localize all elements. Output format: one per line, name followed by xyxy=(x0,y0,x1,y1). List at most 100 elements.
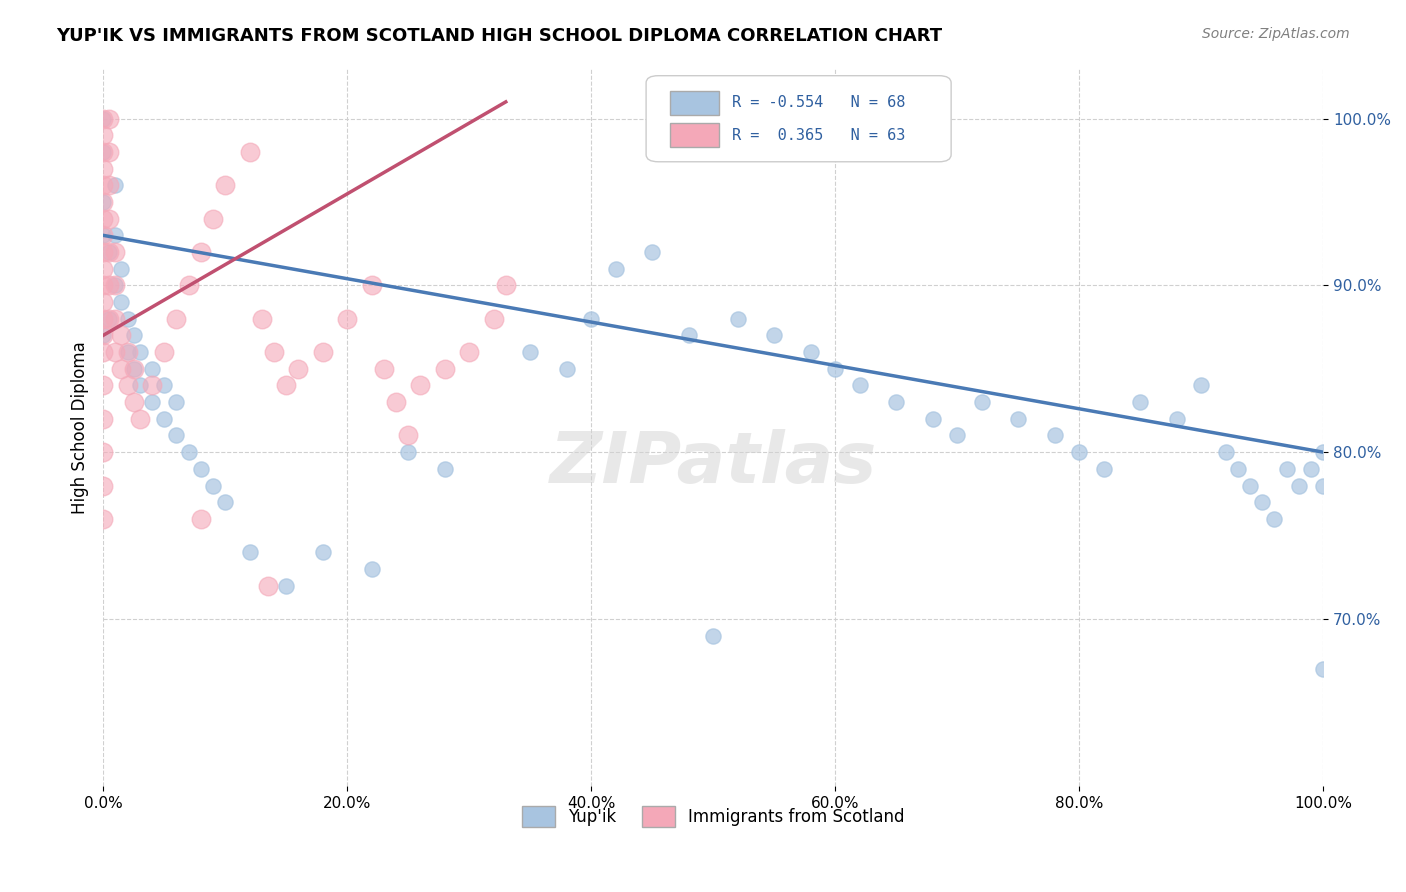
Point xyxy=(153,412,176,426)
Point xyxy=(287,361,309,376)
Point xyxy=(214,178,236,193)
Point xyxy=(396,428,419,442)
Point xyxy=(110,295,132,310)
Point xyxy=(336,311,359,326)
Point xyxy=(433,462,456,476)
Point xyxy=(1288,478,1310,492)
Point xyxy=(91,145,114,159)
Point xyxy=(122,328,145,343)
Point xyxy=(263,345,285,359)
Point xyxy=(91,245,114,260)
Point xyxy=(257,579,280,593)
Point xyxy=(1226,462,1249,476)
Point xyxy=(641,245,664,260)
Point xyxy=(165,428,187,442)
Point xyxy=(117,311,139,326)
Point xyxy=(104,278,127,293)
Point xyxy=(91,145,114,159)
Point xyxy=(458,345,481,359)
Point xyxy=(165,395,187,409)
Point xyxy=(122,361,145,376)
Point xyxy=(433,361,456,376)
Point xyxy=(91,178,114,193)
Point xyxy=(238,545,260,559)
Point xyxy=(1129,395,1152,409)
Point xyxy=(91,261,114,276)
Point xyxy=(91,445,114,459)
Point xyxy=(190,462,212,476)
Point xyxy=(702,629,724,643)
Point xyxy=(495,278,517,293)
Point xyxy=(110,261,132,276)
Point xyxy=(141,361,163,376)
Point xyxy=(848,378,870,392)
Point xyxy=(276,579,298,593)
Point xyxy=(579,311,602,326)
Point xyxy=(190,512,212,526)
Point xyxy=(396,445,419,459)
Point xyxy=(1263,512,1285,526)
Point xyxy=(312,545,335,559)
Point xyxy=(763,328,786,343)
Point xyxy=(482,311,505,326)
Point xyxy=(312,345,335,359)
Point xyxy=(91,378,114,392)
Point xyxy=(1166,412,1188,426)
Point xyxy=(122,395,145,409)
Point xyxy=(1092,462,1115,476)
Point xyxy=(1239,478,1261,492)
Point xyxy=(1312,478,1334,492)
Point xyxy=(519,345,541,359)
Point xyxy=(276,378,298,392)
Point xyxy=(238,145,260,159)
FancyBboxPatch shape xyxy=(671,123,720,147)
Text: Source: ZipAtlas.com: Source: ZipAtlas.com xyxy=(1202,27,1350,41)
Point xyxy=(98,245,121,260)
Point xyxy=(91,311,114,326)
Point xyxy=(128,345,150,359)
Point xyxy=(1215,445,1237,459)
Point xyxy=(1312,662,1334,676)
Point xyxy=(98,178,121,193)
Point xyxy=(214,495,236,509)
Text: R = -0.554   N = 68: R = -0.554 N = 68 xyxy=(731,95,905,111)
Point xyxy=(91,228,114,243)
Point xyxy=(177,278,200,293)
Point xyxy=(190,245,212,260)
Point xyxy=(91,128,114,143)
Point xyxy=(177,445,200,459)
Point xyxy=(800,345,823,359)
Point xyxy=(117,378,139,392)
Point xyxy=(153,345,176,359)
Text: YUP'IK VS IMMIGRANTS FROM SCOTLAND HIGH SCHOOL DIPLOMA CORRELATION CHART: YUP'IK VS IMMIGRANTS FROM SCOTLAND HIGH … xyxy=(56,27,942,45)
Point xyxy=(201,211,224,226)
Point xyxy=(104,245,127,260)
Point xyxy=(117,345,139,359)
Point xyxy=(201,478,224,492)
Point xyxy=(91,328,114,343)
Point xyxy=(117,345,139,359)
Point xyxy=(91,228,114,243)
Point xyxy=(98,278,121,293)
Point xyxy=(110,328,132,343)
Point xyxy=(165,311,187,326)
Point xyxy=(141,378,163,392)
Point xyxy=(104,311,127,326)
Point xyxy=(98,211,121,226)
Point xyxy=(91,211,114,226)
Point xyxy=(91,112,114,126)
Point xyxy=(884,395,907,409)
Point xyxy=(1069,445,1091,459)
Point xyxy=(605,261,627,276)
Point xyxy=(128,412,150,426)
Point xyxy=(104,228,127,243)
Point xyxy=(153,378,176,392)
Point xyxy=(98,245,121,260)
Legend: Yup'ik, Immigrants from Scotland: Yup'ik, Immigrants from Scotland xyxy=(513,797,912,835)
Point xyxy=(98,311,121,326)
Point xyxy=(91,194,114,209)
Point xyxy=(373,361,395,376)
Point xyxy=(104,178,127,193)
Point xyxy=(104,278,127,293)
Point xyxy=(98,112,121,126)
